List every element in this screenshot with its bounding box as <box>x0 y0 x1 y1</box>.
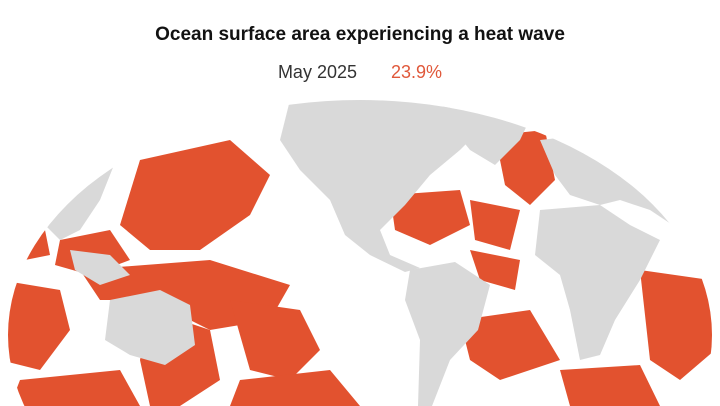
share: 23.9% <box>391 62 443 82</box>
title: Ocean surface area experiencing a heat w… <box>155 24 565 45</box>
date: May 2025 <box>277 62 357 82</box>
world-map <box>8 100 712 406</box>
subtitle: May 2025 23.9% <box>0 62 720 83</box>
